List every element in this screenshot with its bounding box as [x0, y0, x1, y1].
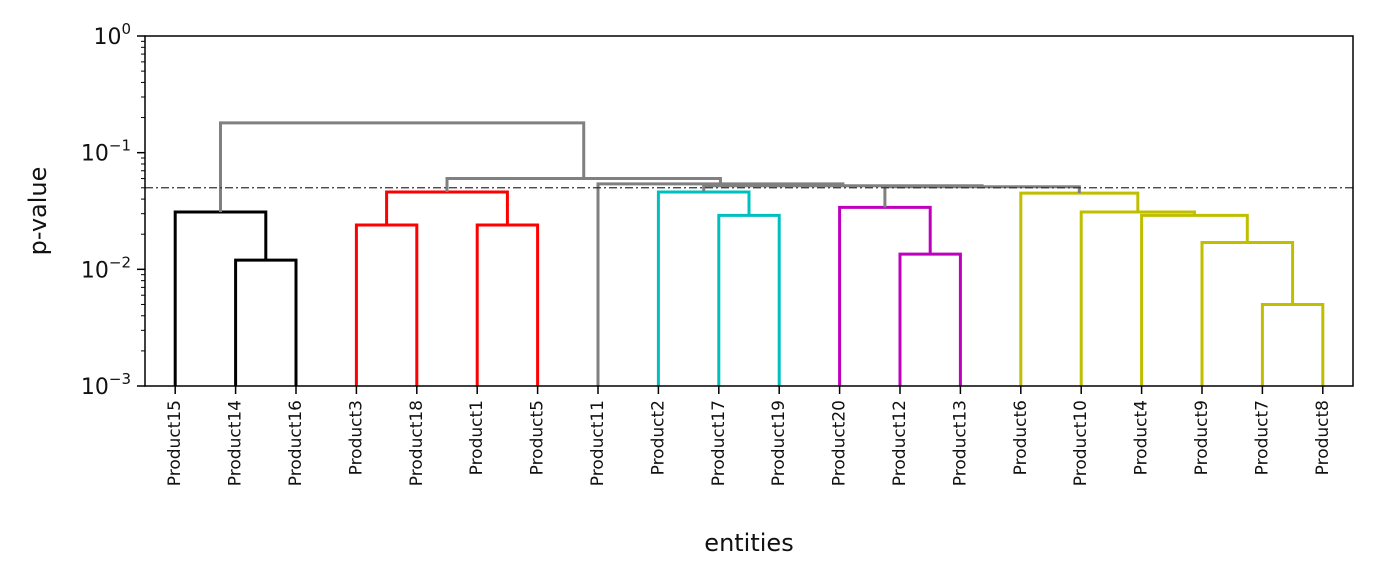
dendrogram-link [234, 258, 298, 386]
x-axis-title: entities [704, 529, 793, 557]
x-tick-label: Product4 [1132, 400, 1152, 475]
x-tick-label: Product10 [1071, 400, 1091, 486]
x-tick-label: Product18 [407, 400, 427, 486]
x-tick-label: Product9 [1192, 400, 1212, 475]
dendrogram-link [838, 205, 932, 386]
x-tick-label: Product7 [1252, 400, 1272, 475]
y-tick-label: 10−2 [81, 253, 131, 283]
x-tick-label: Product5 [528, 400, 548, 475]
dendrogram-link [385, 190, 509, 225]
plot-frame [144, 35, 1354, 387]
dendrogram-link [1079, 210, 1196, 386]
dendrogram-link [883, 185, 1081, 208]
x-axis: Product15 Product14 Product16 Product3 Produ… [165, 386, 1333, 486]
x-tick-label: Product8 [1313, 400, 1333, 475]
y-tick-label: 100 [93, 20, 131, 50]
x-tick-label: Product1 [467, 400, 487, 475]
x-tick-label: Product11 [588, 400, 608, 486]
dendrogram-link [475, 223, 540, 386]
y-axis: 10−3 10−2 10−1 100 [81, 20, 145, 400]
x-tick-label: Product16 [286, 400, 306, 486]
dendrogram-links [173, 121, 1325, 386]
x-tick-label: Product17 [709, 400, 729, 486]
dendrogram-link [717, 213, 781, 386]
dendrogram-link [1200, 240, 1295, 386]
x-tick-label: Product12 [890, 400, 910, 486]
y-tick-label: 10−3 [81, 370, 131, 400]
dendrogram-link [1260, 302, 1325, 386]
dendrogram-link [656, 190, 751, 386]
dendrogram-link [1019, 191, 1140, 386]
x-tick-label: Product15 [165, 400, 185, 486]
dendrogram-link [898, 252, 962, 386]
x-tick-label: Product13 [950, 400, 970, 486]
y-tick-label: 10−1 [81, 137, 131, 167]
x-tick-label: Product20 [830, 400, 850, 486]
dendrogram-link [702, 184, 984, 193]
y-axis-title: p-value [24, 167, 52, 256]
x-tick-label: Product6 [1011, 400, 1031, 475]
x-tick-label: Product14 [226, 400, 246, 486]
x-tick-label: Product2 [648, 400, 668, 475]
dendrogram-link [1140, 213, 1249, 386]
x-tick-label: Product19 [769, 400, 789, 486]
dendrogram-link [173, 210, 268, 386]
dendrogram-link [219, 121, 586, 213]
x-tick-label: Product3 [346, 400, 366, 475]
dendrogram-link [354, 223, 419, 386]
